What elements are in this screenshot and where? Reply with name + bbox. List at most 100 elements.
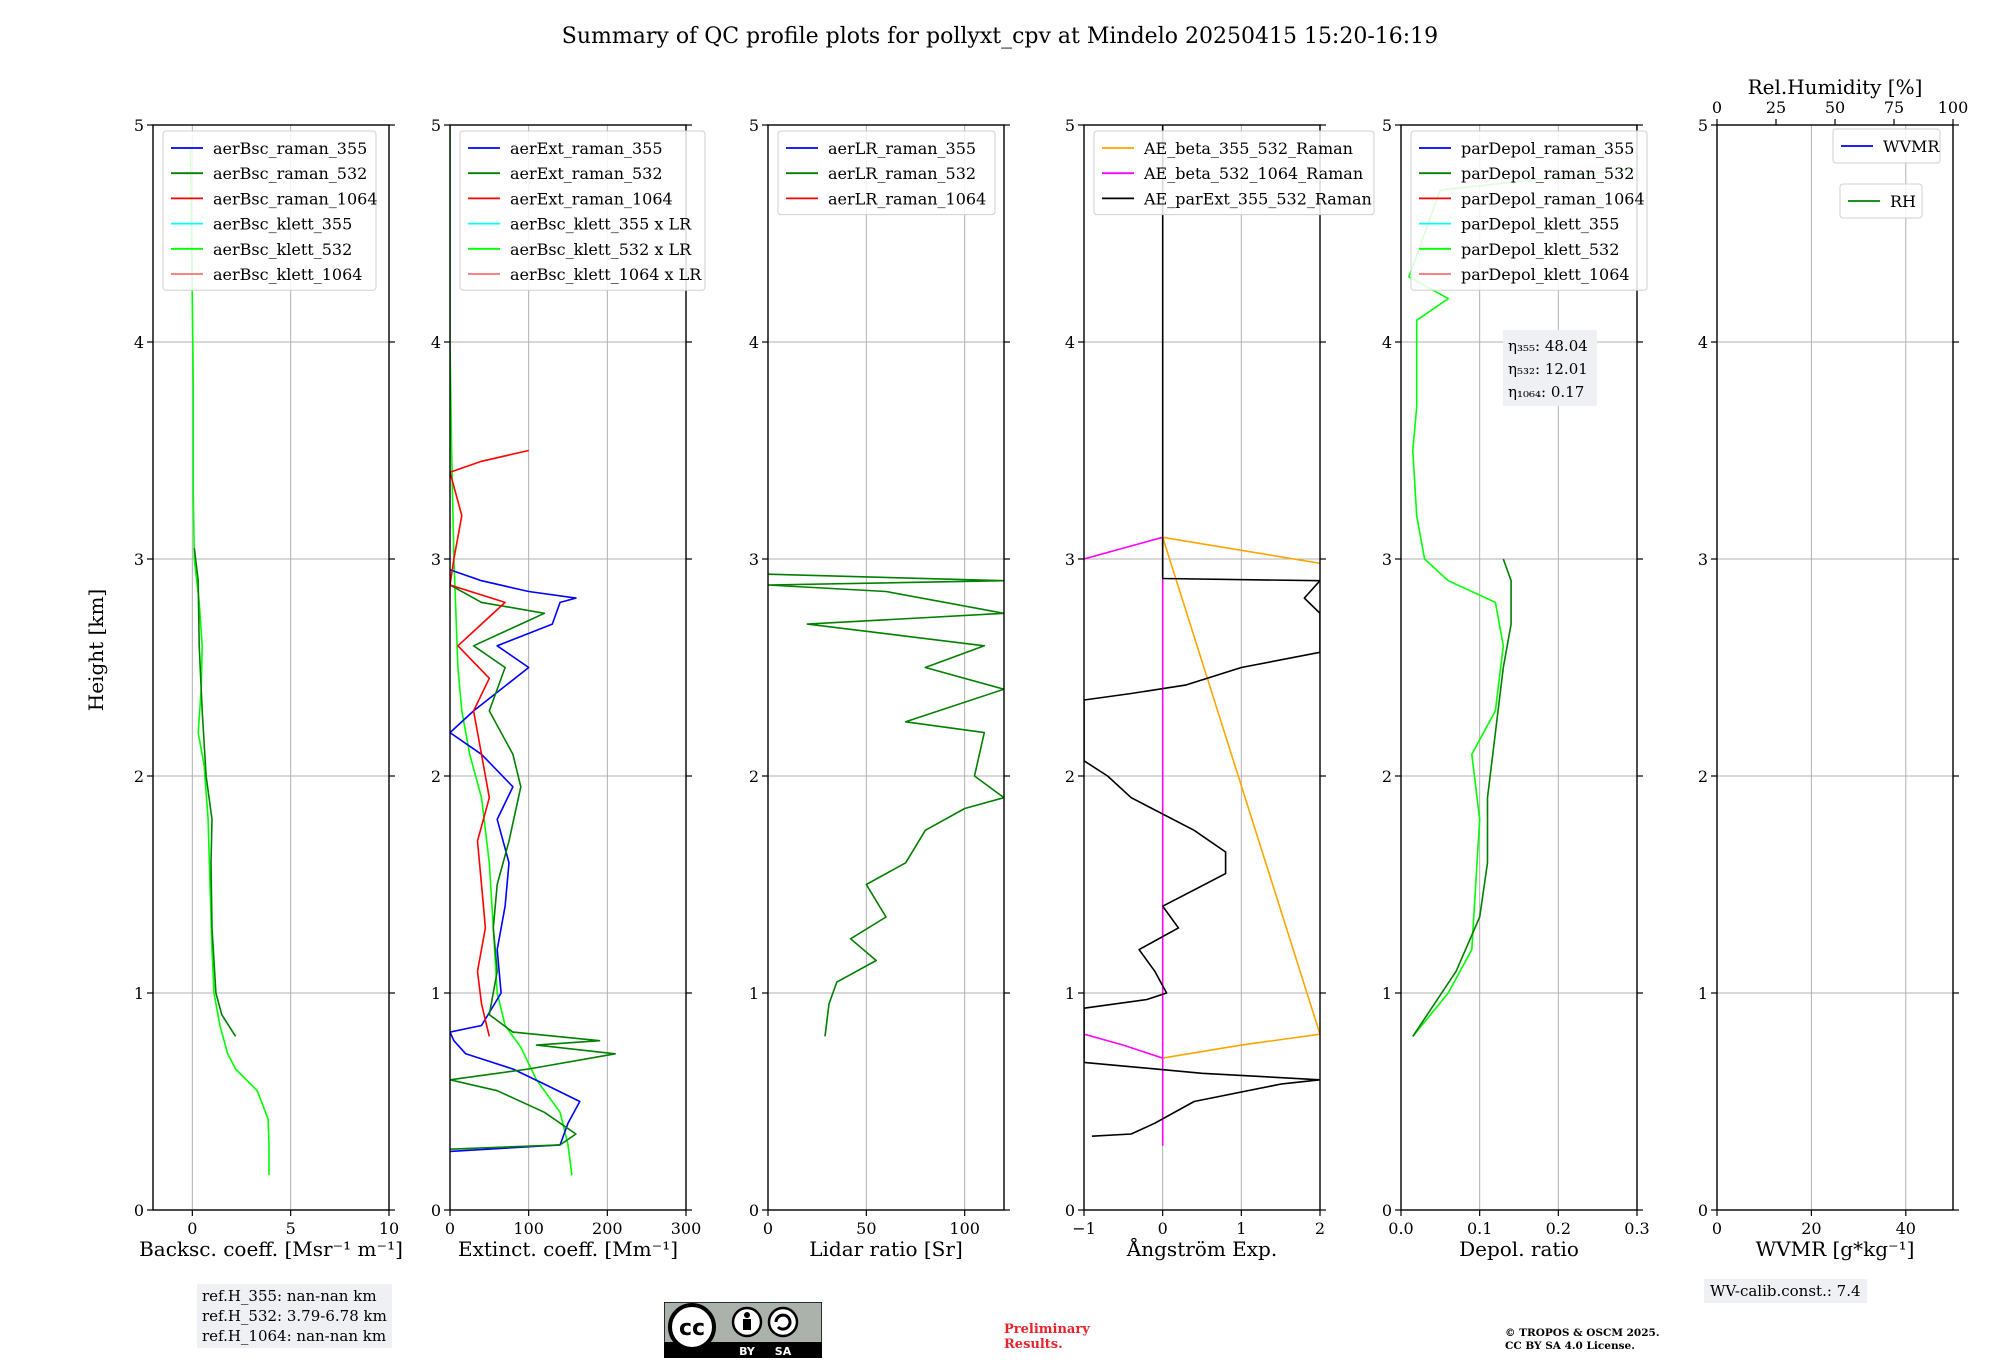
top-x-tick-label: 100 [1938,98,1969,117]
y-tick-label: 4 [431,333,441,352]
top-x-tick-label: 25 [1766,98,1786,117]
legend-label: aerExt_raman_1064 [510,189,673,208]
series-group [450,125,617,1176]
figure-title: Summary of QC profile plots for pollyxt_… [562,24,1438,49]
y-axis-label: Height [km] [84,589,108,711]
legend-box [459,130,706,291]
axes-frame [1400,124,1638,1211]
legend: aerExt_raman_355 aerExt_raman_532 aerExt_r… [459,130,706,291]
preliminary-notice: Preliminary Results. [1004,1322,1090,1352]
legend-box [1410,130,1648,291]
legend-label: AE_parExt_355_532_Raman [1143,189,1372,208]
top-x-axis-label: Rel.Humidity [%] [1748,75,1923,99]
eta-annotation-line: η₃₅₅: 48.04 [1508,337,1588,355]
x-tick-label: 40 [1896,1219,1916,1238]
legend-label: aerExt_raman_355 [510,139,663,158]
y-tick-label: 5 [1698,116,1708,135]
ref-height-532: ref.H_532: 3.79-6.78 km [202,1307,387,1325]
cc-logo-text: cc [679,1316,705,1341]
y-tick-label: 3 [749,550,759,569]
series-ae-parext-355-532-raman [1084,125,1320,1137]
panel-depol: 0 1 2 3 4 5 0.0 0.1 0.2 0.3 Depol. ratio parDepol_r… [1382,116,1650,1261]
y-tick-label: 4 [134,333,144,352]
legend-label: aerBsc_klett_532 [213,240,352,259]
legend-label: aerBsc_klett_355 [213,215,352,234]
y-tick-label: 1 [749,984,759,1003]
x-tick-label: 1 [1236,1219,1246,1238]
x-tick-label: 2 [1315,1219,1325,1238]
series-aerlr-raman-532 [768,573,1004,1037]
y-tick-label: 0 [1065,1201,1075,1220]
legend-label: parDepol_raman_1064 [1461,189,1645,208]
legend: aerBsc_raman_355 aerBsc_raman_532 aerBsc_r… [162,130,378,291]
y-tick-label: 3 [1698,550,1708,569]
y-tick-label: 5 [134,116,144,135]
series-aerbsc-raman-532 [193,548,237,1037]
y-tick-label: 2 [134,767,144,786]
top-x-tick-label: 75 [1884,98,1904,117]
series-aerext-raman-355 [450,569,581,1153]
preliminary-line-2: Results. [1004,1337,1063,1352]
series-group [1084,125,1320,1146]
legend-box [1839,183,1923,219]
x-tick-label: 0 [763,1219,773,1238]
copyright-line-2: CC BY SA 4.0 License. [1505,1340,1635,1352]
top-x-tick-label: 0 [1712,98,1722,117]
legend-label: aerLR_raman_355 [828,139,976,158]
legend-label: parDepol_raman_355 [1461,139,1634,158]
x-axis-label: Lidar ratio [Sr] [809,1237,963,1261]
y-tick-label: 1 [431,984,441,1003]
y-tick-label: 1 [134,984,144,1003]
eta-annotation-line: η₁₀₆₄: 0.17 [1508,383,1584,401]
legend-label: WVMR [1883,137,1940,156]
y-tick-label: 2 [431,767,441,786]
series-group [189,146,270,1176]
legend-box [1093,130,1375,216]
attribution-person-icon [744,1312,750,1318]
series-ae-beta-355-532-raman [1161,536,1320,1059]
x-tick-label: 0 [1712,1219,1722,1238]
y-tick-label: 5 [1065,116,1075,135]
legend-label: aerBsc_raman_1064 [213,189,378,208]
series-aerbsc-klett-532-x-lr [450,125,573,1176]
axes-frame [152,124,390,1211]
wv-calibration-box: WV-calib.const.: 7.4 [1704,1279,1867,1303]
y-tick-label: 4 [1065,333,1075,352]
eta-annotation-box [1503,330,1597,406]
legend-box [1832,128,1941,164]
x-tick-label: 10 [379,1219,399,1238]
legend-box [777,130,996,216]
y-tick-label: 4 [749,333,759,352]
legend-label: aerLR_raman_532 [828,164,976,183]
legend-label: RH [1890,192,1916,211]
x-tick-label: 300 [671,1219,702,1238]
legend-label: aerBsc_klett_1064 [213,265,362,284]
y-tick-label: 5 [431,116,441,135]
x-tick-label: −1 [1072,1219,1096,1238]
legend-label: aerBsc_raman_355 [213,139,367,158]
y-tick-label: 3 [1382,550,1392,569]
y-tick-label: 3 [431,550,441,569]
y-tick-label: 3 [134,550,144,569]
series-group [768,573,1004,1037]
x-tick-label: 0 [187,1219,197,1238]
preliminary-line-1: Preliminary [1004,1322,1090,1337]
axes-frame [1083,124,1321,1211]
y-tick-label: 1 [1382,984,1392,1003]
y-tick-label: 4 [1698,333,1708,352]
legend: aerLR_raman_355 aerLR_raman_532 aerLR_rama… [777,130,996,216]
legend-label: aerBsc_klett_532 x LR [510,240,692,259]
x-tick-label: 100 [949,1219,980,1238]
axes-frame [767,124,1005,1211]
y-tick-label: 0 [1698,1201,1708,1220]
legend-label: parDepol_klett_532 [1461,240,1619,259]
y-tick-label: 2 [1065,767,1075,786]
x-tick-label: 0.0 [1388,1219,1413,1238]
y-tick-label: 2 [1698,767,1708,786]
axes-frame [449,124,687,1211]
top-x-tick-label: 50 [1825,98,1845,117]
x-tick-label: 0.1 [1467,1219,1492,1238]
axes-frame [1716,124,1954,1211]
